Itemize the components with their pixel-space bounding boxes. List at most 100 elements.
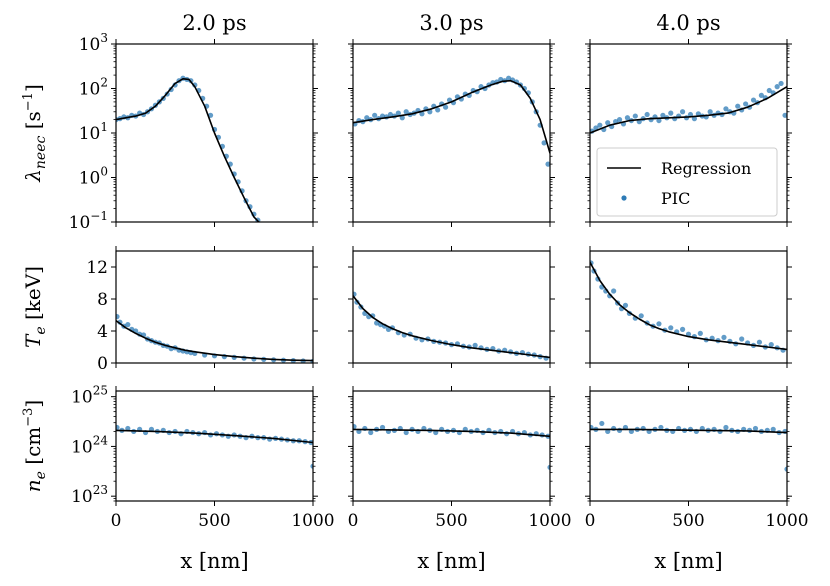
regression-line — [590, 261, 787, 351]
pic-point — [768, 342, 774, 348]
regression-line — [116, 78, 260, 222]
pic-point — [372, 112, 378, 118]
panel-data — [353, 424, 550, 470]
pic-point — [784, 466, 787, 472]
y-tick-label: 4 — [97, 322, 108, 342]
panel: 0 500 1000 — [348, 386, 572, 531]
pic-point — [599, 420, 605, 427]
pic-point — [172, 82, 178, 88]
panel — [348, 246, 555, 368]
pic-point — [739, 336, 745, 342]
pic-point — [368, 429, 374, 436]
x-tick-label: 0 — [111, 511, 122, 531]
pic-point — [353, 424, 357, 430]
pic-point — [427, 109, 433, 115]
panel: 0 500 1000 — [585, 386, 809, 531]
pic-point — [658, 424, 664, 431]
pic-point — [668, 325, 674, 331]
x-tick-label: 1000 — [291, 511, 334, 531]
pic-point — [125, 322, 131, 328]
pic-point — [656, 117, 662, 124]
pic-point — [506, 75, 512, 81]
panel — [585, 246, 792, 368]
axes-frame — [589, 43, 788, 223]
pic-point — [611, 425, 617, 432]
x-axis-label: x [nm] — [654, 549, 722, 573]
axes-frame — [589, 250, 788, 364]
pic-point — [545, 161, 550, 167]
pic-point — [116, 424, 120, 431]
pic-point — [387, 111, 394, 118]
y-axis-label-ne: ne [cm−3] — [21, 400, 49, 493]
pic-point — [743, 101, 749, 107]
pic-point — [403, 109, 409, 115]
regression-line — [590, 428, 787, 434]
pic-point — [723, 424, 729, 431]
x-tick-label: 500 — [435, 511, 467, 531]
legend-label-regression: Regression — [661, 159, 751, 178]
pic-point — [442, 104, 449, 110]
axes-frame — [352, 250, 551, 364]
pic-point — [723, 106, 729, 112]
panel-data — [590, 80, 787, 134]
y-tick-label: 1023 — [71, 483, 108, 507]
legend-label-pic: PIC — [661, 189, 690, 208]
pic-point — [419, 111, 425, 117]
pic-point — [668, 110, 674, 116]
pic-point — [691, 116, 698, 122]
pic-point — [395, 110, 401, 116]
pic-point — [605, 120, 611, 126]
axes-frame — [589, 390, 788, 502]
y-tick-label: 0 — [97, 354, 108, 374]
x-tick-label: 500 — [672, 511, 704, 531]
pic-point — [399, 115, 405, 121]
pic-point — [679, 326, 686, 332]
legend-dot-swatch — [621, 195, 627, 201]
panel-data — [116, 75, 261, 222]
pic-point — [750, 97, 757, 103]
pic-point — [624, 115, 631, 121]
axes-frame — [115, 250, 314, 364]
pic-point — [782, 112, 787, 118]
y-tick-label: 100 — [79, 165, 108, 189]
pic-point — [638, 313, 644, 319]
x-axis-label: x [nm] — [417, 549, 485, 573]
pic-point — [611, 288, 617, 294]
panel — [585, 39, 792, 227]
y-tick-label: 1025 — [71, 384, 108, 408]
pic-point — [622, 302, 629, 308]
axes-frame — [115, 390, 314, 502]
pic-point — [697, 330, 703, 336]
x-tick-label: 0 — [348, 511, 359, 531]
pic-point — [435, 107, 441, 113]
pic-point — [735, 103, 741, 109]
panel-data — [116, 424, 313, 469]
y-tick-label: 12 — [86, 258, 108, 278]
panel-data — [116, 314, 313, 363]
column-title: 3.0 ps — [419, 11, 483, 35]
regression-line — [353, 295, 550, 359]
regression-line — [353, 428, 550, 438]
pic-point — [616, 427, 623, 433]
y-axis-label-lambda: λneec [s−1] — [21, 84, 49, 183]
pic-point — [774, 84, 780, 90]
panel-data — [353, 291, 550, 361]
pic-point — [593, 125, 599, 131]
pic-point — [353, 291, 357, 297]
pic-point — [707, 109, 713, 115]
panel — [348, 39, 555, 227]
panel: 12 8 4 0 — [86, 246, 318, 374]
y-tick-label: 103 — [79, 31, 108, 55]
y-tick-label: 8 — [97, 290, 108, 310]
pic-point — [541, 140, 547, 146]
pic-point — [310, 463, 313, 469]
pic-point — [379, 424, 386, 431]
pic-point — [660, 112, 666, 118]
regression-line — [590, 86, 787, 134]
pic-point — [644, 111, 650, 118]
pic-point — [547, 464, 550, 470]
panel: 103 102 101 100 10−1 — [69, 31, 318, 233]
pic-point — [756, 339, 763, 345]
